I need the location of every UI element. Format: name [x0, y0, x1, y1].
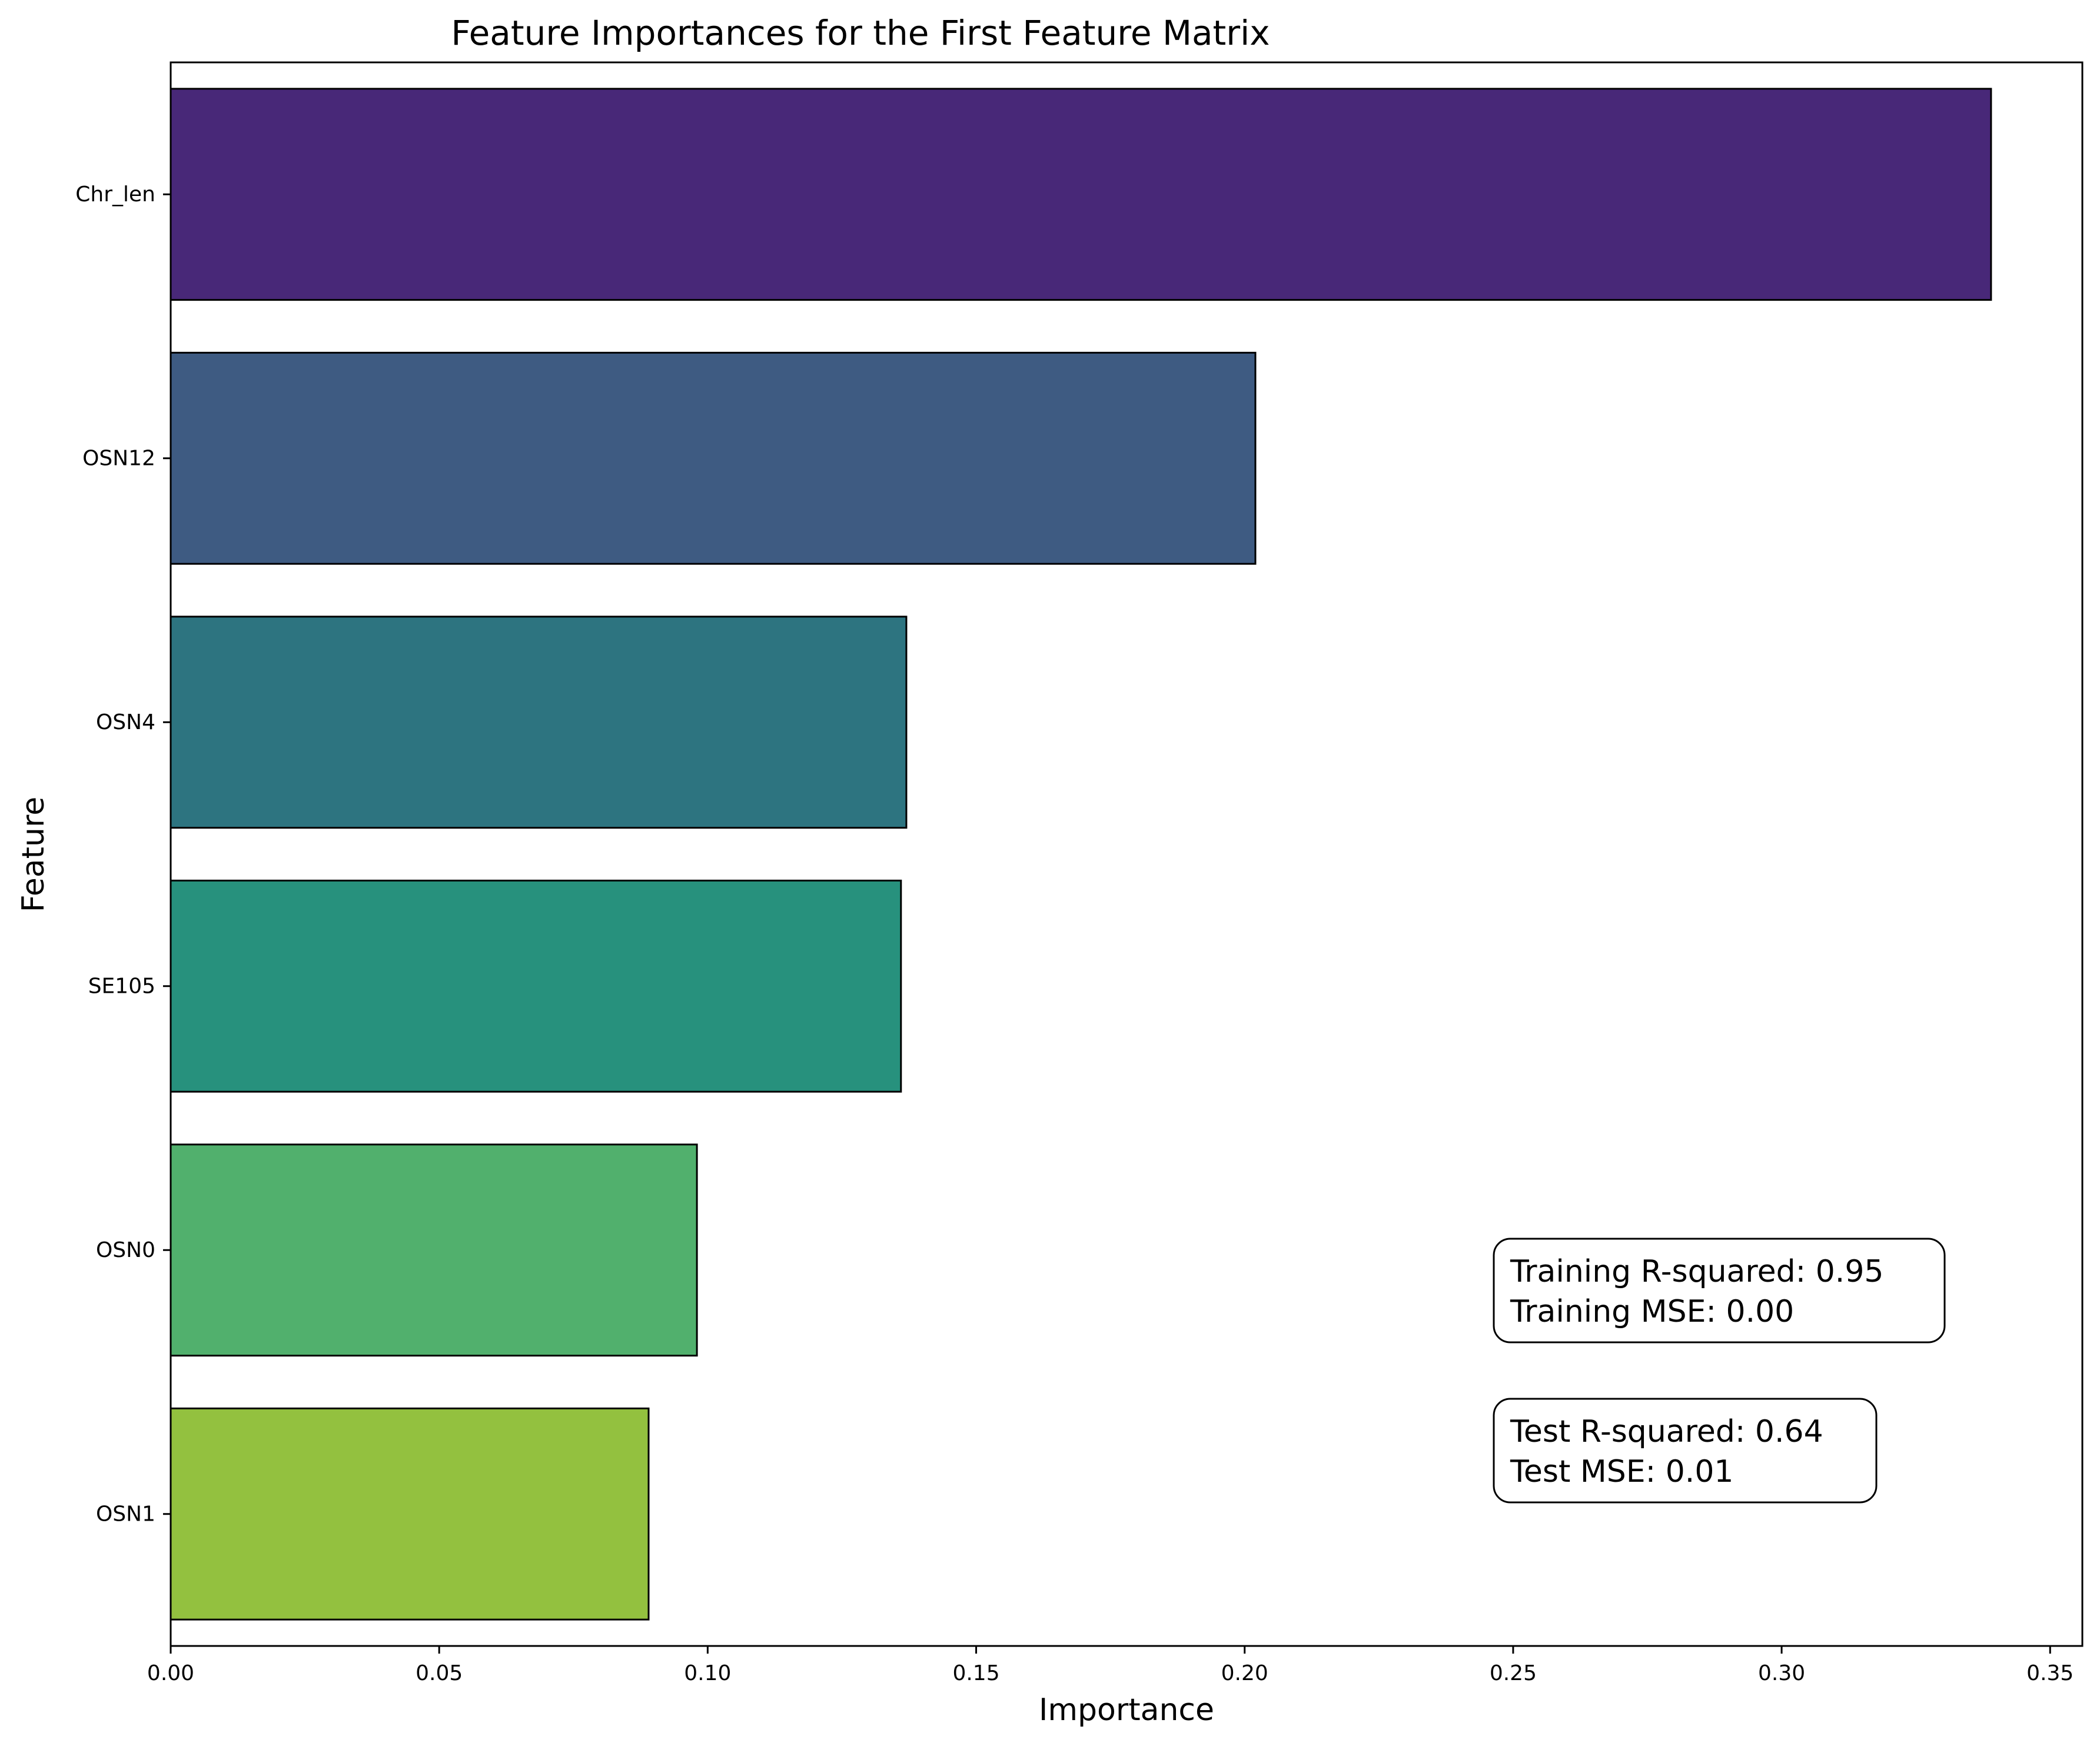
test-stats-frame	[1493, 1398, 1878, 1504]
y-axis-title: Feature	[16, 797, 51, 913]
x-tick-label: 0.35	[2026, 1661, 2074, 1685]
x-tick-label: 0.20	[1221, 1661, 1268, 1685]
x-ticks-layer: 0.00 0.05 0.10 0.15 0.20 0.25 0.30 0.35	[147, 1646, 2074, 1685]
x-tick-label: 0.05	[416, 1661, 463, 1685]
plot-frame	[170, 61, 2084, 1647]
x-tick-label: 0.00	[147, 1661, 194, 1685]
training-stats-box: Training R-squared: 0.95 Training MSE: 0…	[1493, 1238, 1946, 1343]
training-stats-frame	[1493, 1238, 1946, 1343]
training-mse-text: Training MSE: 0.00	[1510, 1294, 1794, 1329]
y-tick-label: OSN0	[96, 1238, 155, 1262]
bar-osn0	[170, 1143, 698, 1357]
test-mse-text: Test MSE: 0.01	[1510, 1454, 1734, 1489]
y-tick-label: OSN1	[96, 1502, 155, 1526]
training-r2-text: Training R-squared: 0.95	[1510, 1254, 1884, 1289]
y-ticks-layer: Chr_len OSN12 OSN4 SE105 OSN0 OSN1	[75, 182, 171, 1526]
x-axis-title: Importance	[1039, 1692, 1214, 1728]
y-tick-label: OSN12	[82, 446, 155, 470]
bar-se105	[170, 879, 902, 1093]
test-stats-box: Test R-squared: 0.64 Test MSE: 0.01	[1493, 1398, 1878, 1504]
y-tick-label: OSN4	[96, 710, 155, 734]
x-tick-label: 0.10	[684, 1661, 731, 1685]
bar-chr-len	[170, 88, 1992, 301]
bar-osn12	[170, 351, 1257, 565]
x-tick-label: 0.15	[952, 1661, 999, 1685]
bar-osn4	[170, 616, 908, 829]
bar-osn1	[170, 1407, 650, 1621]
x-tick-label: 0.25	[1490, 1661, 1537, 1685]
bars-layer	[170, 88, 1992, 1621]
x-tick-label: 0.30	[1758, 1661, 1805, 1685]
chart-title: Feature Importances for the First Featur…	[451, 13, 1270, 53]
test-r2-text: Test R-squared: 0.64	[1510, 1414, 1823, 1449]
y-tick-label: SE105	[88, 974, 155, 998]
y-tick-label: Chr_len	[75, 182, 155, 207]
